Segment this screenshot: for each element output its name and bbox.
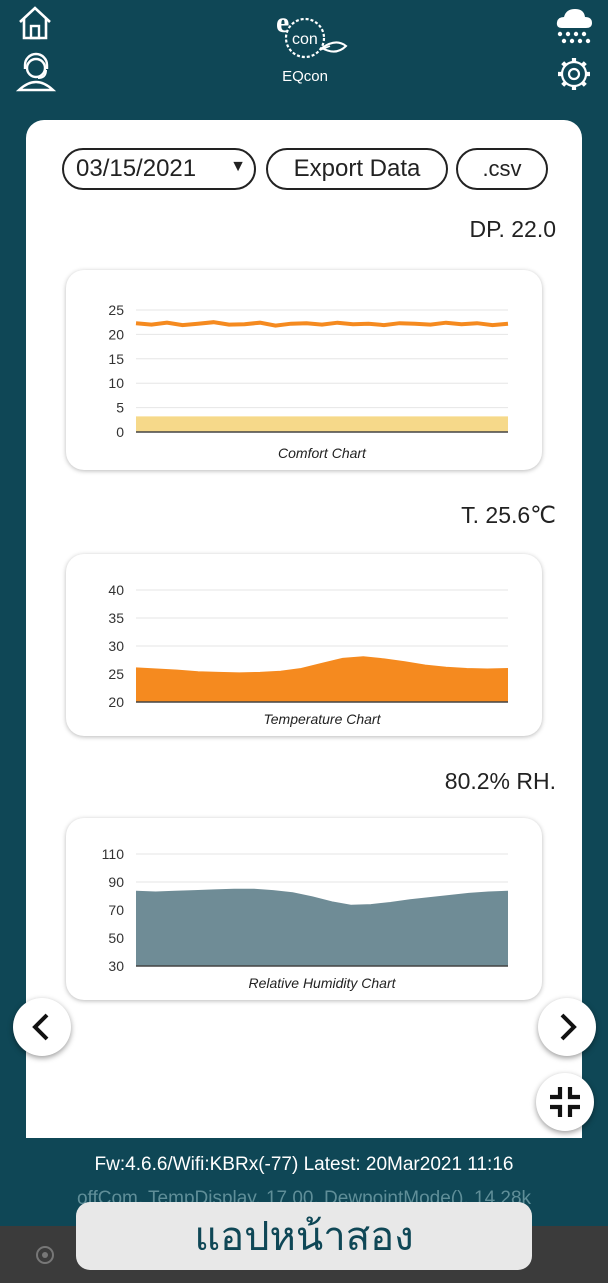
export-data-button[interactable]: Export Data	[266, 148, 448, 190]
y-tick-label: 10	[108, 375, 124, 391]
y-tick-label: 30	[108, 958, 124, 974]
series-area	[136, 417, 508, 432]
humidity-chart: 110 90 70 50 30 Relative Humidity Chart	[66, 818, 542, 1000]
temperature-chart-svg: 40 35 30 25 20 Temperature Chart	[108, 582, 509, 727]
firmware-status: Fw:4.6.6/Wifi:KBRx(-77) Latest: 20Mar202…	[94, 1154, 514, 1175]
y-tick-label: 0	[116, 424, 124, 440]
dewpoint-reading: DP. 22.0	[469, 216, 556, 242]
chart-title: Relative Humidity Chart	[248, 975, 396, 991]
y-tick-label: 20	[108, 694, 124, 710]
previous-button[interactable]	[13, 998, 71, 1056]
y-tick-label: 70	[108, 902, 124, 918]
cloud-icon[interactable]	[554, 4, 594, 44]
series-area	[136, 889, 508, 966]
logo-mark: e con	[276, 6, 348, 59]
toast-message: แอปหน้าสอง	[76, 1202, 532, 1270]
y-tick-label: 25	[108, 666, 124, 682]
humidity-chart-svg: 110 90 70 50 30 Relative Humidity Chart	[102, 846, 509, 991]
csv-format-button[interactable]: .csv	[456, 148, 548, 190]
logo-letter: e	[276, 8, 289, 39]
home-icon[interactable]	[16, 4, 54, 42]
logo-sub: con	[292, 31, 318, 48]
main-card: 03/15/2021 ▼ Export Data .csv DP. 22.0 2…	[26, 120, 582, 1138]
toast-text: แอปหน้าสอง	[194, 1214, 414, 1260]
date-select[interactable]: 03/15/2021 ▼	[62, 148, 256, 190]
humidity-reading: 80.2% RH.	[444, 768, 556, 794]
temperature-chart: 40 35 30 25 20 Temperature Chart	[66, 554, 542, 736]
settings-gear-icon[interactable]	[556, 56, 592, 92]
y-tick-label: 30	[108, 638, 124, 654]
y-tick-label: 25	[108, 302, 124, 318]
y-tick-label: 90	[108, 874, 124, 890]
series-line	[135, 656, 509, 675]
y-tick-label: 110	[102, 846, 125, 862]
csv-label: .csv	[482, 156, 522, 181]
eqcon-logo: e con EQcon	[262, 6, 348, 88]
y-tick-label: 5	[116, 400, 124, 416]
system-circle-icon	[36, 1246, 54, 1264]
date-value: 03/15/2021	[76, 155, 197, 182]
comfort-chart: 25 20 15 10 5 0 Comfort Chart	[66, 270, 542, 470]
temperature-reading: T. 25.6℃	[461, 502, 556, 528]
y-tick-label: 40	[108, 582, 124, 598]
series-area	[136, 657, 508, 702]
y-tick-label: 50	[108, 930, 124, 946]
dropdown-arrow-icon: ▼	[230, 158, 246, 175]
chart-title: Comfort Chart	[278, 445, 367, 461]
chart-title: Temperature Chart	[264, 711, 382, 727]
y-tick-label: 35	[108, 610, 124, 626]
fullscreen-exit-icon	[550, 1087, 580, 1117]
comfort-chart-svg: 25 20 15 10 5 0 Comfort Chart	[108, 302, 509, 461]
app-header: e con EQcon	[0, 0, 608, 118]
export-label: Export Data	[293, 155, 421, 182]
app-title: EQcon	[282, 68, 328, 85]
series-line	[135, 888, 509, 907]
collapse-button[interactable]	[536, 1073, 594, 1131]
series-line	[135, 320, 509, 328]
y-tick-label: 15	[108, 351, 124, 367]
chevron-right-icon	[560, 1013, 577, 1041]
support-agent-icon[interactable]	[16, 52, 56, 92]
next-button[interactable]	[538, 998, 596, 1056]
chevron-left-icon	[32, 1013, 49, 1041]
y-tick-label: 20	[108, 326, 124, 342]
